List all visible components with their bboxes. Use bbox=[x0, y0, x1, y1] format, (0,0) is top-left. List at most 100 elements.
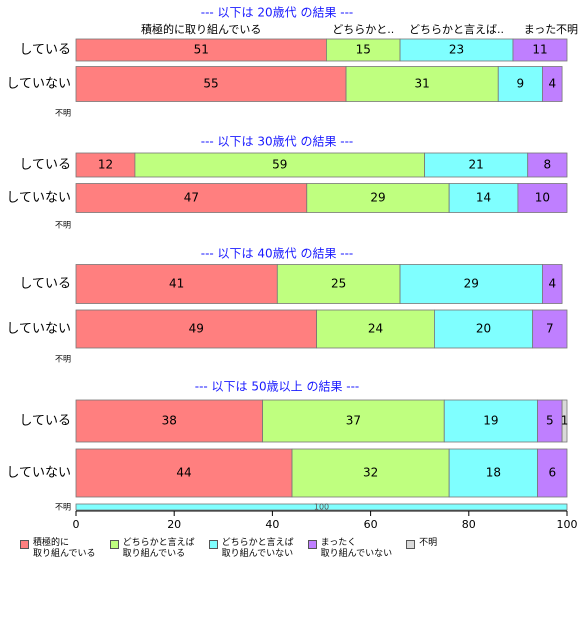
legend-swatch bbox=[109, 540, 119, 549]
bar-segment bbox=[276, 264, 401, 304]
legend-swatch bbox=[20, 540, 29, 549]
value-label: 59 bbox=[272, 158, 287, 172]
value-label: 4 bbox=[548, 77, 556, 91]
bar-segment bbox=[75, 152, 136, 178]
value-label: 37 bbox=[346, 414, 361, 428]
legend-label: 不明 bbox=[419, 538, 438, 548]
value-label: 14 bbox=[476, 191, 491, 205]
value-label: 12 bbox=[98, 158, 113, 172]
value-label: 23 bbox=[449, 43, 464, 57]
value-label: 38 bbox=[162, 414, 177, 428]
legend-swatch bbox=[208, 540, 218, 549]
value-label: 44 bbox=[176, 466, 191, 480]
bar-segment bbox=[75, 448, 293, 498]
value-label: 29 bbox=[370, 191, 385, 205]
value-label: 32 bbox=[363, 466, 378, 480]
value-label: 8 bbox=[544, 158, 552, 172]
bar-segment bbox=[542, 264, 563, 304]
bar-segment bbox=[291, 448, 450, 498]
bar-segment bbox=[542, 66, 563, 102]
column-label: 積極的に取り組んでいる bbox=[141, 22, 261, 36]
x-tick-label: 100 bbox=[557, 518, 578, 530]
row-label: している bbox=[19, 43, 71, 58]
bar-segment bbox=[306, 183, 450, 213]
bar-segment bbox=[537, 399, 563, 443]
bar-segment bbox=[532, 309, 568, 349]
bar-segment bbox=[561, 399, 568, 443]
value-label: 31 bbox=[415, 77, 430, 91]
value-label: 10 bbox=[535, 191, 550, 205]
row-label: 不明 bbox=[55, 503, 71, 512]
value-label: 51 bbox=[194, 43, 209, 57]
row-label: している bbox=[19, 158, 71, 173]
x-tick-label: 0 bbox=[73, 518, 80, 530]
value-label: 29 bbox=[464, 277, 479, 291]
row-label: していない bbox=[6, 77, 71, 92]
bar-segment bbox=[75, 503, 568, 511]
legend-item: まったく 取り組んでいない bbox=[307, 538, 393, 560]
row-label: していない bbox=[6, 466, 71, 481]
value-label: 18 bbox=[486, 466, 501, 480]
value-label: 9 bbox=[517, 77, 525, 91]
row-label: 不明 bbox=[55, 221, 71, 230]
column-label: 不明 bbox=[556, 23, 578, 36]
value-label: 4 bbox=[548, 277, 556, 291]
value-label: 100 bbox=[314, 503, 329, 512]
value-label: 24 bbox=[368, 322, 383, 336]
legend-label: 積極的に 取り組んでいる bbox=[33, 538, 96, 559]
value-label: 20 bbox=[476, 322, 491, 336]
legend: 積極的に 取り組んでいる どちらかと言えば 取り組んでいる どちらかと言えば 取り組… bbox=[20, 538, 437, 560]
column-label: どちらかと.. bbox=[332, 23, 394, 36]
column-label: まった bbox=[524, 23, 557, 36]
legend-item: どちらかと言えば 取り組んでいない bbox=[208, 538, 294, 560]
legend-swatch bbox=[406, 540, 416, 549]
bar-segment bbox=[262, 399, 445, 443]
legend-swatch bbox=[307, 540, 317, 549]
value-label: 21 bbox=[469, 158, 484, 172]
row-label: している bbox=[19, 277, 71, 292]
bar-segment bbox=[517, 183, 568, 213]
panel-title: --- 以下は 20歳代 の結果 --- bbox=[201, 6, 354, 20]
bar-segment bbox=[537, 448, 568, 498]
value-label: 55 bbox=[203, 77, 218, 91]
bar-segment bbox=[443, 399, 538, 443]
value-label: 49 bbox=[189, 322, 204, 336]
panel-title: --- 以下は 30歳代 の結果 --- bbox=[201, 135, 354, 149]
x-tick-label: 60 bbox=[364, 518, 378, 530]
row-label: していない bbox=[6, 322, 71, 337]
row-label: している bbox=[19, 414, 71, 429]
value-label: 11 bbox=[532, 43, 547, 57]
legend-label: どちらかと言えば 取り組んでいる bbox=[122, 538, 195, 559]
bar-segment bbox=[75, 309, 317, 349]
bar-segment bbox=[75, 66, 347, 102]
row-label: 不明 bbox=[55, 109, 71, 118]
chart: --- 以下は 20歳代 の結果 --- している 51 積極的に取り組んでいる 15 ど… bbox=[6, 6, 578, 531]
value-label: 6 bbox=[548, 466, 556, 480]
legend-label: まったく 取り組んでいない bbox=[320, 538, 393, 559]
x-tick-label: 80 bbox=[462, 518, 476, 530]
panel-title: --- 以下は 50歳以上 の結果 --- bbox=[195, 380, 360, 394]
bar-segment bbox=[75, 399, 263, 443]
x-tick-label: 40 bbox=[265, 518, 279, 530]
row-label: していない bbox=[6, 191, 71, 206]
panel-title: --- 以下は 40歳代 の結果 --- bbox=[201, 247, 354, 261]
row-label: 不明 bbox=[55, 355, 71, 364]
legend-label: どちらかと言えば 取り組んでいない bbox=[221, 538, 294, 559]
value-label: 25 bbox=[331, 277, 346, 291]
bar-segment bbox=[316, 309, 435, 349]
column-label: どちらかと言えば.. bbox=[409, 23, 504, 36]
value-label: 41 bbox=[169, 277, 184, 291]
bar-segment bbox=[424, 152, 529, 178]
value-label: 15 bbox=[356, 43, 371, 57]
value-label: 5 bbox=[546, 414, 554, 428]
value-label: 47 bbox=[184, 191, 199, 205]
legend-item: 不明 bbox=[406, 538, 437, 560]
bar-segment bbox=[512, 38, 568, 62]
bar-segment bbox=[527, 152, 568, 178]
bar-segment bbox=[448, 448, 538, 498]
value-label: 1 bbox=[561, 414, 569, 428]
x-tick-label: 20 bbox=[167, 518, 181, 530]
value-label: 19 bbox=[483, 414, 498, 428]
bar-segment bbox=[75, 264, 278, 304]
bar-segment bbox=[134, 152, 426, 178]
